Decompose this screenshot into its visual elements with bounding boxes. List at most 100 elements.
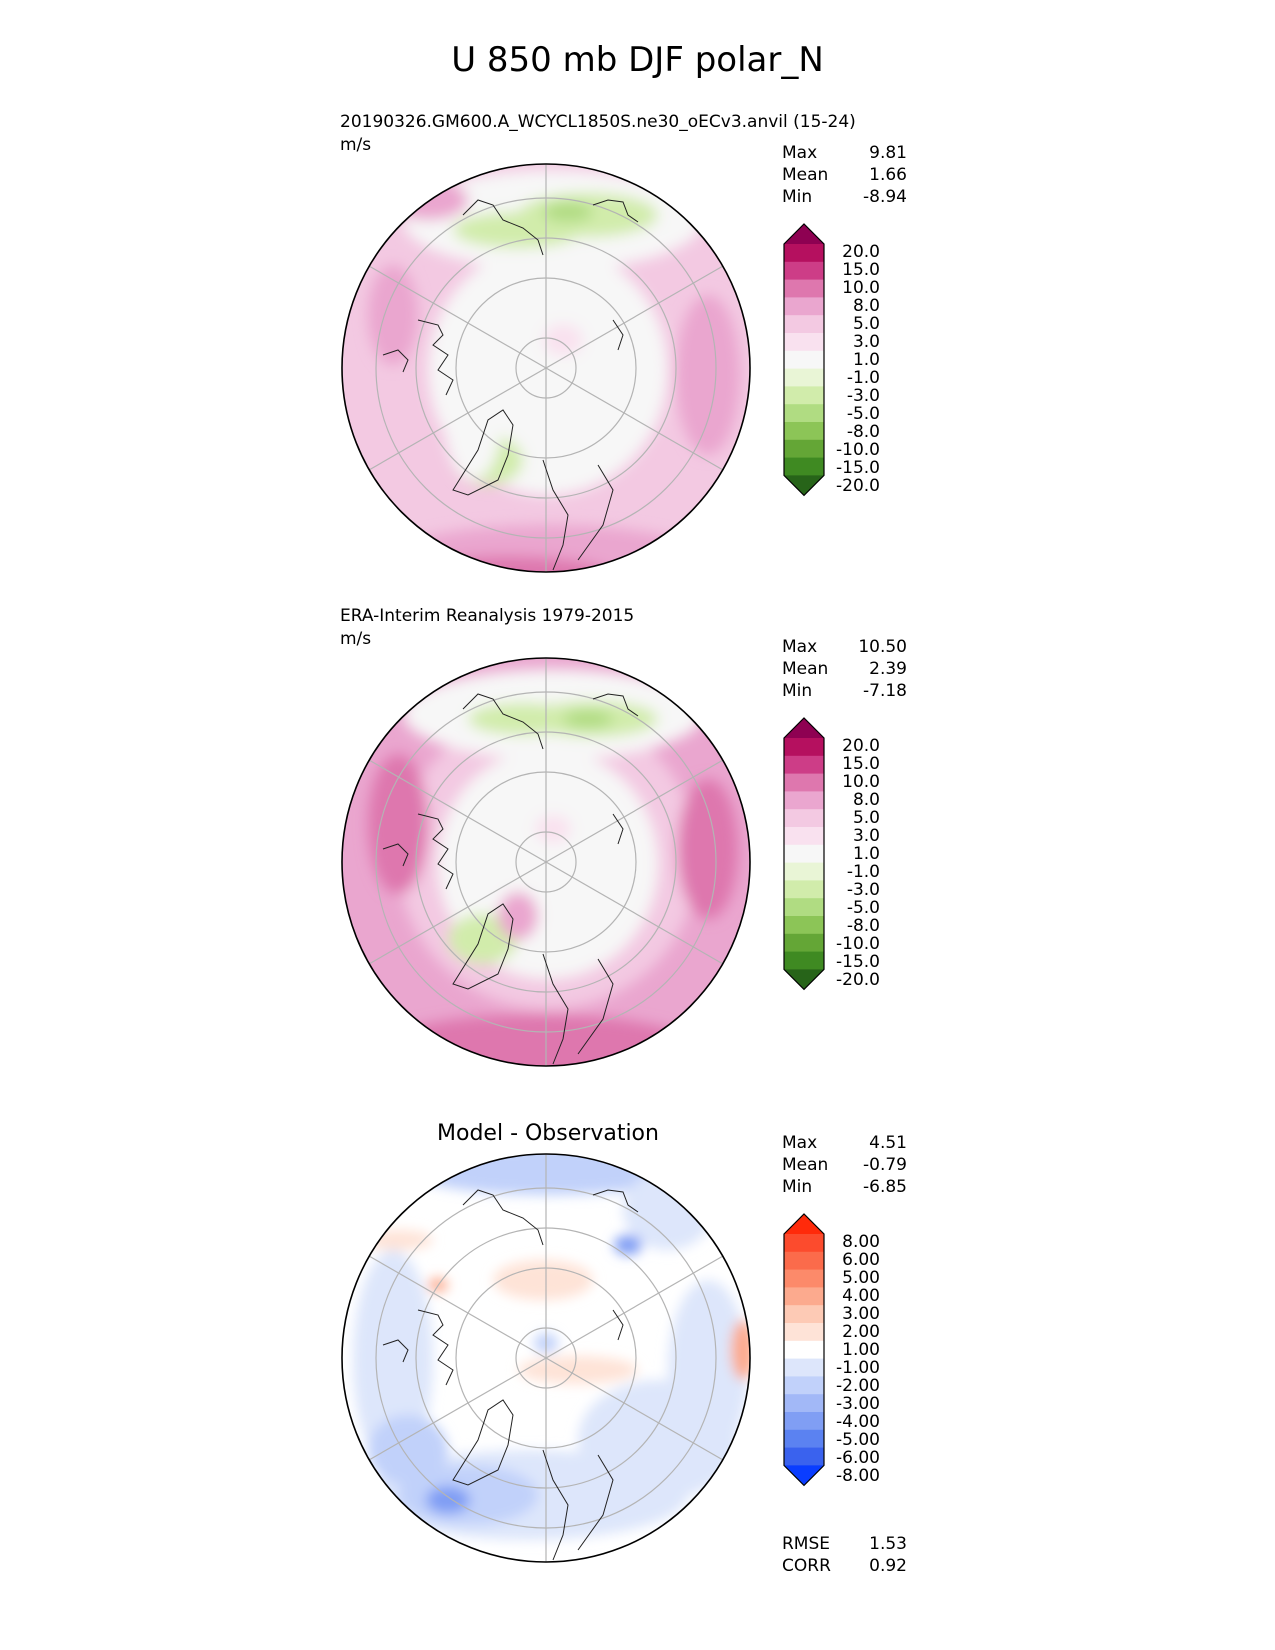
colorbar-segment (784, 773, 824, 792)
obs-cbar-label: 5.0 (852, 808, 880, 828)
obs-stat-min-value: -7.18 (863, 681, 907, 701)
colorbar-segment (784, 1305, 824, 1324)
colorbar-segment (784, 333, 824, 352)
obs-polar-map (341, 657, 751, 1067)
colorbar-segment (784, 1234, 824, 1253)
diff-polar-map (341, 1153, 751, 1563)
obs-cbar-label: 8.0 (852, 790, 880, 810)
colorbar-segment (784, 1376, 824, 1395)
obs-cbar-label: 15.0 (842, 754, 880, 774)
colorbar-segment (784, 898, 824, 917)
obs-panel-units: m/s (340, 629, 372, 649)
colorbar-segment (784, 439, 824, 459)
model-map-border (341, 163, 751, 573)
colorbar-extend-max (784, 1214, 824, 1234)
obs-cbar-label: 10.0 (842, 772, 880, 792)
obs-cbar-label: -15.0 (836, 952, 880, 972)
model-colorbar-segments (783, 223, 825, 497)
colorbar-outline (783, 1213, 825, 1487)
colorbar-segment (784, 1251, 824, 1271)
colorbar-segment (784, 1287, 824, 1306)
colorbar-extend-min (784, 475, 824, 496)
obs-cbar-label: -3.0 (846, 880, 880, 900)
diff-extra-stats: RMSE 1.53 CORR 0.92 (782, 1533, 907, 1577)
diff-stat-mean-label: Mean (782, 1155, 829, 1175)
obs-cbar-label: 20.0 (842, 736, 880, 756)
obs-cbar-label: 3.0 (852, 826, 880, 846)
obs-graticule (368, 658, 724, 1066)
obs-stat-min-label: Min (782, 681, 813, 701)
model-stat-max-value: 9.81 (869, 143, 907, 163)
colorbar-segment (784, 261, 824, 281)
colorbar-segment (784, 279, 824, 298)
colorbar-segment (784, 1429, 824, 1449)
model-cbar-label: 20.0 (842, 242, 880, 262)
obs-colorbar-segments (783, 717, 825, 991)
model-cbar-label: -1.0 (846, 368, 880, 388)
model-stat-mean-label: Mean (782, 165, 829, 185)
diff-cbar-label: -8.00 (836, 1466, 880, 1486)
model-cbar-label: 3.0 (852, 332, 880, 352)
diff-stat-corr-value: 0.92 (869, 1556, 907, 1576)
colorbar-segment (784, 880, 824, 899)
diff-map-border (341, 1153, 751, 1563)
model-cbar-label: -3.0 (846, 386, 880, 406)
model-cbar-label: -15.0 (836, 458, 880, 478)
colorbar-segment (784, 457, 824, 476)
obs-colorbar (783, 717, 825, 991)
colorbar-segment (784, 844, 824, 864)
obs-cbar-label: -8.0 (846, 916, 880, 936)
model-cbar-label: 15.0 (842, 260, 880, 280)
model-colorbar (783, 223, 825, 497)
model-cbar-label: 5.0 (852, 314, 880, 334)
diff-stat-mean-value: -0.79 (863, 1155, 907, 1175)
colorbar-segment (784, 422, 824, 441)
diff-cbar-label: 8.00 (842, 1232, 880, 1252)
model-cbar-label: 8.0 (852, 296, 880, 316)
colorbar-segment (784, 1340, 824, 1360)
diff-cbar-label: -5.00 (836, 1430, 880, 1450)
diff-stat-rmse-label: RMSE (782, 1534, 831, 1554)
obs-cbar-label: -20.0 (836, 970, 880, 990)
diff-stat-min-label: Min (782, 1177, 813, 1197)
diff-cbar-label: 2.00 (842, 1322, 880, 1342)
colorbar-segment (784, 1269, 824, 1288)
model-cbar-label: -20.0 (836, 476, 880, 496)
diff-colorbar (783, 1213, 825, 1487)
figure-title: U 850 mb DJF polar_N (451, 40, 824, 80)
model-stat-min-label: Min (782, 187, 813, 207)
colorbar-extend-min (784, 1465, 824, 1486)
model-panel-units: m/s (340, 135, 372, 155)
model-cbar-label: -8.0 (846, 422, 880, 442)
model-field-fill (342, 164, 750, 572)
colorbar-segment (784, 350, 824, 370)
diff-cbar-label: -3.00 (836, 1394, 880, 1414)
diff-cbar-label: 3.00 (842, 1304, 880, 1324)
diff-colorbar-segments (783, 1213, 825, 1487)
model-stat-mean-value: 1.66 (869, 165, 907, 185)
model-panel-title: 20190326.GM600.A_WCYCL1850S.ne30_oECv3.a… (340, 112, 856, 132)
colorbar-segment (784, 1412, 824, 1431)
diff-coastlines (382, 1189, 639, 1561)
obs-stat-mean-label: Mean (782, 659, 829, 679)
obs-stat-mean-value: 2.39 (869, 659, 907, 679)
diff-stat-corr-label: CORR (782, 1556, 831, 1576)
diff-cbar-label: 5.00 (842, 1268, 880, 1288)
obs-cbar-label: 1.0 (852, 844, 880, 864)
colorbar-segment (784, 1323, 824, 1342)
diff-graticule (368, 1154, 724, 1562)
colorbar-segment (784, 809, 824, 828)
diff-cbar-label: -6.00 (836, 1448, 880, 1468)
model-cbar-label: -10.0 (836, 440, 880, 460)
colorbar-segment (784, 386, 824, 405)
obs-cbar-label: -1.0 (846, 862, 880, 882)
colorbar-segment (784, 755, 824, 775)
colorbar-segment (784, 1394, 824, 1413)
obs-panel-title: ERA-Interim Reanalysis 1979-2015 (340, 606, 635, 626)
obs-coastlines (382, 693, 639, 1065)
diff-cbar-label: -2.00 (836, 1376, 880, 1396)
diff-stats: Max 4.51 Mean -0.79 Min -6.85 (782, 1132, 907, 1198)
model-coastlines (382, 199, 639, 571)
obs-cbar-label: -5.0 (846, 898, 880, 918)
model-polar-map (341, 163, 751, 573)
